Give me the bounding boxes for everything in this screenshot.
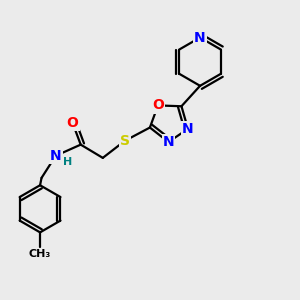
- Text: N: N: [50, 149, 62, 163]
- Text: S: S: [120, 134, 130, 148]
- Text: N: N: [163, 135, 174, 149]
- Text: O: O: [67, 116, 78, 130]
- Text: N: N: [182, 122, 194, 136]
- Text: H: H: [63, 157, 73, 167]
- Text: CH₃: CH₃: [29, 249, 51, 259]
- Text: O: O: [152, 98, 164, 112]
- Text: N: N: [194, 31, 206, 44]
